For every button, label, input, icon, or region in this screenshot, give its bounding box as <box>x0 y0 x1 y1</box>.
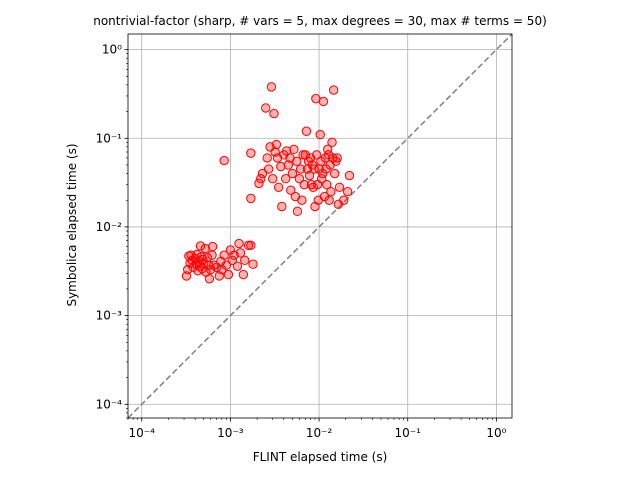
data-point <box>238 269 249 280</box>
data-point <box>309 164 319 174</box>
data-point <box>263 164 274 174</box>
data-point <box>295 164 306 174</box>
data-point <box>260 103 271 113</box>
data-point <box>344 170 355 181</box>
data-point <box>329 168 340 179</box>
data-point <box>328 85 339 95</box>
data-point <box>311 150 322 160</box>
x-tick-label: 10⁻⁴ <box>129 426 156 440</box>
data-point <box>223 269 234 280</box>
y-tick-label: 10⁰ <box>102 43 122 57</box>
data-point <box>287 168 298 179</box>
data-point <box>327 137 337 148</box>
data-point <box>248 259 258 269</box>
data-point <box>334 182 345 192</box>
data-point <box>243 240 254 251</box>
data-point <box>277 201 287 212</box>
data-point <box>283 160 294 170</box>
data-point <box>219 155 229 166</box>
data-point <box>240 255 250 266</box>
y-tick-label: 10⁻⁴ <box>96 397 123 411</box>
data-point <box>202 252 213 263</box>
data-point <box>292 206 303 217</box>
y-tick-label: 10⁻² <box>96 220 123 234</box>
data-point <box>315 129 325 140</box>
data-point <box>294 174 305 184</box>
data-point <box>326 186 336 197</box>
data-point <box>262 153 272 163</box>
data-point <box>324 195 334 205</box>
data-point <box>276 161 286 172</box>
data-point <box>195 241 206 251</box>
data-point <box>318 96 329 107</box>
data-point <box>292 156 302 166</box>
data-point <box>269 108 279 119</box>
data-point <box>207 241 218 252</box>
data-point <box>322 179 332 190</box>
y-tick-label: 10⁻¹ <box>96 131 123 145</box>
data-point <box>204 274 215 284</box>
x-axis-label: FLINT elapsed time (s) <box>253 450 388 464</box>
x-tick-label: 10⁻³ <box>217 426 244 440</box>
data-point <box>234 238 244 249</box>
data-point <box>246 240 256 251</box>
data-point <box>299 179 309 190</box>
data-point <box>268 174 278 184</box>
data-point <box>266 82 277 92</box>
data-point <box>342 186 353 197</box>
x-tick-label: 10⁰ <box>486 426 506 440</box>
y-tick-label: 10⁻³ <box>96 309 123 323</box>
data-point <box>273 182 284 192</box>
y-axis-label: Symbolica elapsed time (s) <box>65 143 79 306</box>
data-point <box>221 260 232 270</box>
reference-line <box>127 33 513 419</box>
x-tick-label: 10⁻¹ <box>395 426 422 440</box>
data-point <box>297 195 307 205</box>
axes-frame <box>127 33 513 419</box>
data-point <box>227 255 237 266</box>
data-point <box>256 174 266 184</box>
data-points <box>181 82 355 284</box>
data-point <box>286 185 296 195</box>
chart-title: nontrivial-factor (sharp, # vars = 5, ma… <box>93 14 547 28</box>
axis-ticks: 10⁻⁴ 10⁻⁴ 10⁻³ 10⁻³ 10⁻² 10⁻² 10⁻¹ 10⁻¹ 10⁰ 10⁰ <box>96 43 507 440</box>
data-point <box>280 174 291 184</box>
data-point <box>301 126 312 136</box>
data-point <box>332 153 342 163</box>
data-point <box>246 148 256 158</box>
data-point <box>200 243 210 254</box>
data-point <box>219 250 229 260</box>
data-point <box>319 191 330 202</box>
data-point <box>304 170 315 181</box>
data-point <box>207 250 217 260</box>
data-point <box>232 261 243 271</box>
x-tick-label: 10⁻² <box>306 426 333 440</box>
data-point <box>257 168 268 179</box>
reference-line-layer <box>127 33 513 419</box>
data-point <box>246 193 256 204</box>
data-point <box>235 248 246 258</box>
data-point <box>289 144 299 155</box>
data-point <box>339 195 349 205</box>
data-point <box>271 139 282 150</box>
